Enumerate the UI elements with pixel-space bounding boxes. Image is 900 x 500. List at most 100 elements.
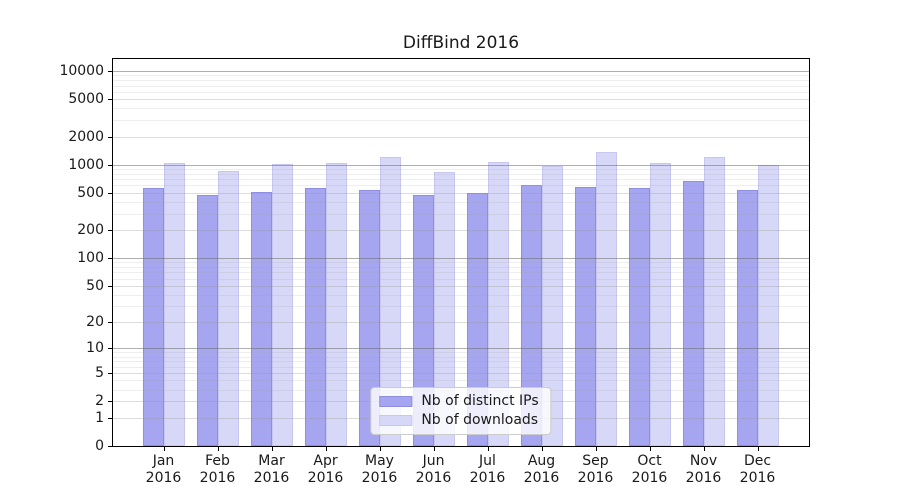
y-tick	[108, 417, 112, 419]
y-tick-label-2000: 2000	[68, 128, 104, 145]
bar-distinct-ips-jun	[412, 194, 434, 446]
y-tick-label-5000: 5000	[68, 91, 104, 108]
chart-title: DiffBind 2016	[402, 33, 520, 53]
bar-downloads-oct	[649, 162, 671, 446]
gridline-900	[113, 168, 809, 170]
bar-downloads-jul	[487, 161, 509, 446]
gridline-500	[113, 192, 809, 194]
bar-distinct-ips-feb	[196, 194, 218, 446]
x-tick-label-may: May 2016	[361, 453, 398, 486]
bar-distinct-ips-dec	[736, 189, 758, 446]
y-tick-label-20: 20	[86, 314, 104, 331]
y-tick-label-50: 50	[86, 277, 104, 294]
gridline-800	[113, 173, 809, 175]
gridline-1000	[113, 164, 809, 166]
y-tick	[108, 285, 112, 287]
legend-item-downloads: Nb of downloads	[379, 413, 538, 428]
x-tick-label-apr: Apr 2016	[307, 453, 344, 486]
gridline-60	[113, 278, 809, 280]
y-tick-label-200: 200	[77, 222, 104, 239]
gridline-6000	[113, 91, 809, 93]
x-tick	[325, 447, 327, 451]
y-tick-label-500: 500	[77, 184, 104, 201]
y-tick	[108, 164, 112, 166]
y-tick	[108, 373, 112, 375]
y-tick-label-5: 5	[95, 365, 104, 382]
bar-downloads-feb	[217, 170, 239, 446]
y-tick	[108, 258, 112, 260]
gridline-2000	[113, 136, 809, 138]
bar-distinct-ips-aug	[520, 185, 542, 446]
y-tick	[108, 70, 112, 72]
legend-swatch-distinct-ips	[379, 396, 413, 407]
x-tick	[757, 447, 759, 451]
plot-area: Nb of distinct IPs Nb of downloads	[112, 58, 810, 447]
gridline-9	[113, 352, 809, 354]
x-tick-label-jul: Jul 2016	[469, 453, 506, 486]
bar-distinct-ips-sep	[574, 186, 596, 446]
bar-downloads-jan	[163, 162, 185, 446]
y-tick-label-0: 0	[95, 438, 104, 454]
y-tick	[108, 401, 112, 403]
x-tick	[541, 447, 543, 451]
gridline-200	[113, 230, 809, 232]
gridline-20	[113, 322, 809, 324]
gridline-40	[113, 294, 809, 296]
x-tick	[271, 447, 273, 451]
legend-label-downloads: Nb of downloads	[421, 412, 539, 428]
gridline-300	[113, 213, 809, 215]
gridline-30	[113, 306, 809, 308]
gridline-4	[113, 380, 809, 382]
bar-distinct-ips-nov	[682, 181, 704, 446]
y-tick-label-10000: 10000	[59, 62, 104, 79]
bar-downloads-apr	[325, 163, 347, 446]
gridline-100	[113, 258, 809, 260]
gridline-10000	[113, 70, 809, 72]
y-tick-label-100: 100	[77, 250, 104, 267]
gridline-7	[113, 361, 809, 363]
x-tick	[595, 447, 597, 451]
y-tick	[108, 230, 112, 232]
x-tick	[433, 447, 435, 451]
bar-downloads-jun	[433, 172, 455, 446]
gridline-5000	[113, 99, 809, 101]
x-tick	[379, 447, 381, 451]
x-tick-label-dec: Dec 2016	[739, 453, 776, 486]
bar-downloads-aug	[541, 165, 563, 446]
legend-item-distinct-ips: Nb of distinct IPs	[379, 393, 539, 409]
x-tick-label-sep: Sep 2016	[577, 453, 614, 486]
bar-downloads-nov	[703, 157, 725, 446]
x-tick-label-feb: Feb 2016	[199, 453, 236, 486]
y-tick-label-10: 10	[86, 340, 104, 357]
x-tick	[487, 447, 489, 451]
gridline-10	[113, 348, 809, 350]
gridline-4000	[113, 108, 809, 110]
gridline-400	[113, 201, 809, 203]
gridline-70	[113, 272, 809, 274]
gridline-6	[113, 366, 809, 368]
gridline-8000	[113, 80, 809, 82]
bar-downloads-mar	[271, 163, 293, 446]
y-tick-label-1: 1	[95, 409, 104, 426]
gridline-700	[113, 179, 809, 181]
gridline-9000	[113, 75, 809, 77]
y-tick	[108, 446, 112, 447]
bar-distinct-ips-oct	[628, 187, 650, 446]
y-tick	[108, 348, 112, 350]
y-tick-label-2: 2	[95, 393, 104, 410]
bar-distinct-ips-jul	[466, 192, 488, 446]
legend-swatch-downloads	[379, 415, 413, 426]
x-tick-label-jun: Jun 2016	[415, 453, 452, 486]
bar-distinct-ips-mar	[250, 192, 272, 446]
y-tick	[108, 192, 112, 194]
legend: Nb of distinct IPs Nb of downloads	[370, 387, 552, 435]
x-tick-label-oct: Oct 2016	[631, 453, 668, 486]
gridline-50	[113, 285, 809, 287]
bar-downloads-may	[379, 156, 401, 446]
gridline-80	[113, 267, 809, 269]
legend-label-distinct-ips: Nb of distinct IPs	[421, 393, 539, 409]
gridline-3000	[113, 120, 809, 121]
x-tick	[217, 447, 219, 451]
bar-downloads-sep	[595, 151, 617, 446]
